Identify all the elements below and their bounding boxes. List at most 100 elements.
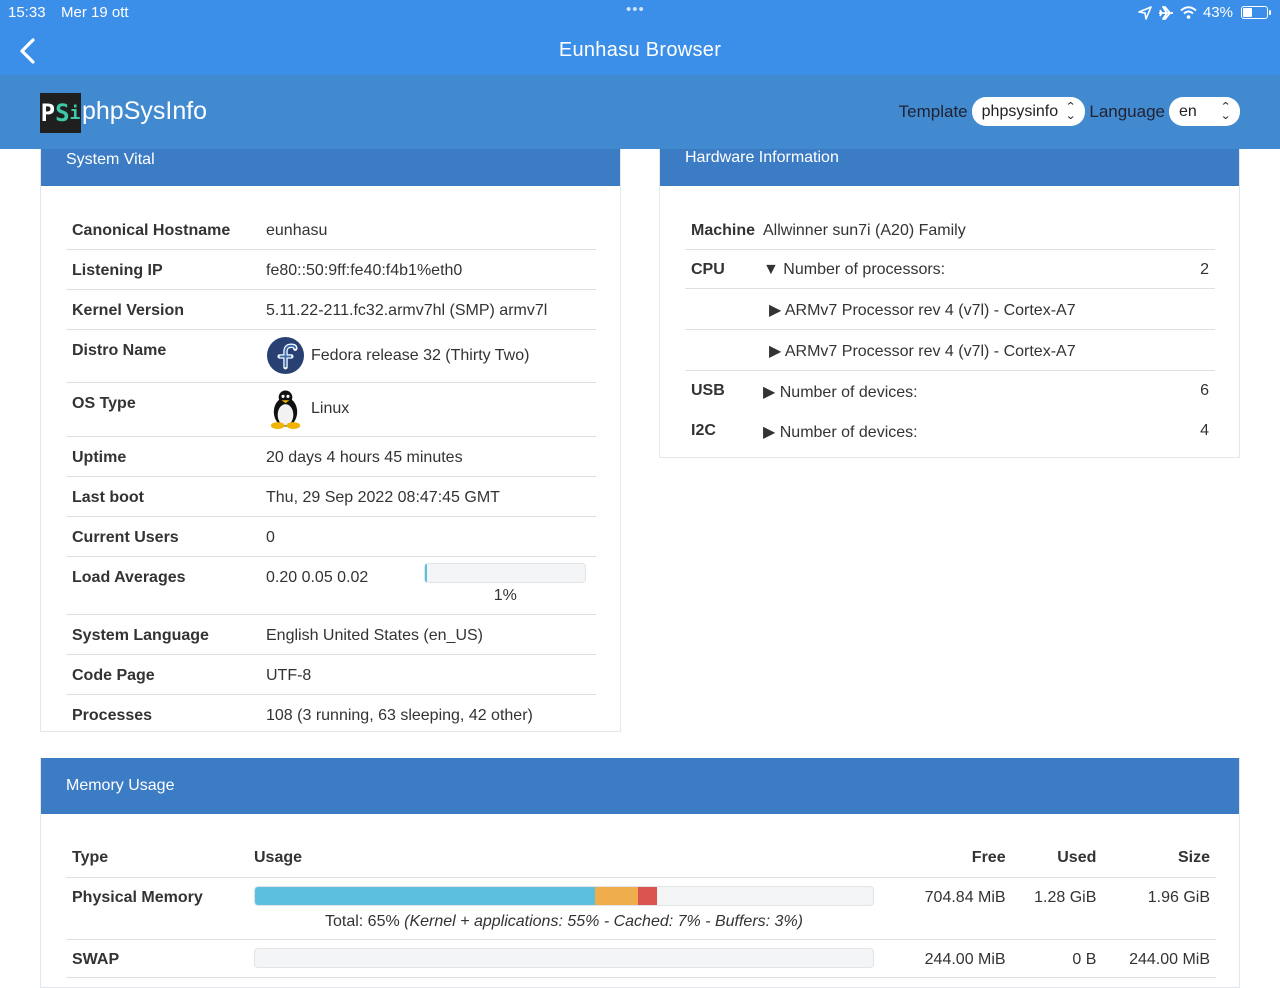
updown-chevron-icon: ⌃ ⌄ — [1065, 100, 1077, 122]
location-icon — [1138, 5, 1152, 20]
navigation-bar: Eunhasu Browser — [0, 26, 1280, 75]
back-chevron-icon[interactable] — [16, 36, 42, 66]
col-usage: Usage — [248, 844, 898, 878]
preferences: Template phpsysinfo ⌃ ⌄ Language en ⌃ ⌄ — [899, 97, 1240, 126]
row-label: Kernel Version — [66, 289, 260, 330]
load-progress: 1% — [424, 563, 587, 605]
row-label: CPU — [685, 249, 763, 289]
empty-cell — [685, 288, 763, 330]
col-free: Free — [898, 844, 1012, 878]
row-value: 0 — [260, 516, 596, 557]
battery-percent: 43% — [1202, 4, 1233, 21]
table-row: CPU ▼ Number of processors: 2 — [685, 249, 1215, 289]
cpu-toggle[interactable]: ▼ Number of processors: — [763, 249, 1185, 289]
col-used: Used — [1011, 844, 1103, 878]
browser-title: Eunhasu Browser — [558, 39, 722, 61]
status-bar: 15:33 Mer 19 ott ••• 43% — [0, 0, 1280, 26]
panel-header: Memory Usage — [41, 758, 1239, 814]
row-label: OS Type — [66, 382, 260, 437]
row-label: USB — [691, 382, 725, 399]
airplane-icon — [1158, 5, 1173, 20]
memory-panel: Memory Usage Type Usage Free Used Size P… — [40, 758, 1240, 988]
row-label: Code Page — [66, 654, 260, 695]
row-value: Allwinner sun7i (A20) Family — [763, 211, 1215, 250]
memory-segment — [594, 887, 639, 905]
template-select[interactable]: phpsysinfo ⌃ ⌄ — [971, 97, 1086, 126]
language-value: en — [1179, 102, 1197, 120]
table-row: Last boot Thu, 29 Sep 2022 08:47:45 GMT — [66, 476, 596, 517]
panel-header: System Vital — [41, 149, 620, 186]
row-label: Current Users — [66, 516, 260, 557]
cpu-item[interactable]: ▶ ARMv7 Processor rev 4 (v7l) - Cortex-A… — [763, 329, 1215, 371]
row-label: Processes — [72, 707, 153, 724]
status-indicators: 43% — [1138, 4, 1271, 21]
row-value: 5.11.22-211.fc32.armv7hl (SMP) armv7l — [260, 289, 596, 330]
usb-toggle[interactable]: ▶ Number of devices: — [763, 384, 918, 401]
empty-cell — [685, 329, 763, 371]
panel-header: Hardware Information — [660, 149, 1239, 186]
tux-linux-icon — [270, 390, 301, 429]
table-header: Type Usage Free Used Size — [66, 844, 1216, 878]
load-progress-track — [424, 563, 587, 583]
table-row: OS Type Linux — [66, 382, 596, 437]
size-value: 1.96 GiB — [1102, 877, 1216, 940]
os-name: Linux — [311, 400, 350, 417]
cpu-item[interactable]: ▶ ARMv7 Processor rev 4 (v7l) - Cortex-A… — [763, 288, 1215, 330]
language-select[interactable]: en ⌃ ⌄ — [1169, 97, 1240, 126]
col-size: Size — [1102, 844, 1216, 878]
language-label: Language — [1089, 101, 1165, 121]
memory-detail: (Kernel + applications: 55% - Cached: 7%… — [404, 913, 803, 930]
table-row: I2C ▶ Number of devices: 4 — [685, 411, 1215, 451]
load-values: 0.20 0.05 0.02 — [266, 569, 369, 586]
table-row: Kernel Version 5.11.22-211.fc32.armv7hl (… — [66, 289, 596, 330]
battery-icon — [1241, 6, 1271, 19]
memory-segment — [638, 887, 657, 905]
distro-name: Fedora release 32 (Thirty Two) — [311, 346, 530, 364]
table-row: Code Page UTF-8 — [66, 654, 596, 695]
row-value: eunhasu — [260, 210, 596, 250]
multitasking-dots-icon[interactable]: ••• — [626, 1, 645, 18]
table-row: ▶ ARMv7 Processor rev 4 (v7l) - Cortex-A… — [685, 288, 1215, 330]
hardware-table: Machine Allwinner sun7i (A20) Family CPU ▼… — [685, 211, 1215, 451]
memory-table: Type Usage Free Used Size Physical Memor… — [66, 844, 1216, 978]
load-progress-fill — [425, 564, 427, 582]
template-label: Template — [898, 101, 968, 121]
used-value: 0 B — [1011, 939, 1103, 978]
row-label: Listening IP — [66, 249, 260, 290]
table-row: Current Users 0 — [66, 516, 596, 557]
table-row: Uptime 20 days 4 hours 45 minutes — [66, 436, 596, 477]
panel-title: Hardware Information — [685, 149, 839, 166]
row-value: English United States (en_US) — [260, 614, 596, 655]
panel-title: Memory Usage — [66, 777, 175, 794]
row-label: Canonical Hostname — [66, 210, 260, 250]
row-label: Distro Name — [66, 329, 260, 383]
size-value: 244.00 MiB — [1102, 939, 1216, 978]
swap-usage-bar — [254, 948, 874, 968]
row-value: Thu, 29 Sep 2022 08:47:45 GMT — [260, 476, 596, 517]
row-label: Uptime — [66, 436, 260, 477]
memory-usage-bar — [254, 886, 874, 906]
row-value: 20 days 4 hours 45 minutes — [260, 436, 596, 477]
memory-segment — [255, 887, 595, 905]
row-label: I2C — [691, 422, 716, 439]
wifi-icon — [1180, 6, 1197, 19]
table-row: Canonical Hostname eunhasu — [66, 210, 596, 250]
memory-caption: Total: 65% (Kernel + applications: 55% -… — [254, 913, 874, 931]
table-row: Physical Memory Total: 65% (Kernel + app… — [66, 877, 1216, 940]
template-value: phpsysinfo — [981, 102, 1059, 120]
table-row: Distro Name Fedora release 32 (Thirty Tw… — [66, 329, 596, 383]
i2c-count: 4 — [1200, 422, 1209, 439]
i2c-toggle[interactable]: ▶ Number of devices: — [763, 424, 918, 441]
table-row: Listening IP fe80::50:9ff:fe40:f4b1%eth0 — [66, 249, 596, 290]
system-vital-table: Canonical Hostname eunhasu Listening IP fe… — [66, 210, 596, 734]
usage-cell: Total: 65% (Kernel + applications: 55% -… — [248, 877, 898, 940]
cpu-count: 2 — [1185, 249, 1215, 289]
row-label: Last boot — [66, 476, 260, 517]
row-label: SWAP — [66, 939, 248, 978]
free-value: 244.00 MiB — [898, 939, 1012, 978]
table-row: USB ▶ Number of devices: 6 — [685, 371, 1215, 412]
table-row: Processes 108 (3 running, 63 sleeping, 42… — [66, 695, 596, 735]
used-value: 1.28 GiB — [1011, 877, 1103, 940]
